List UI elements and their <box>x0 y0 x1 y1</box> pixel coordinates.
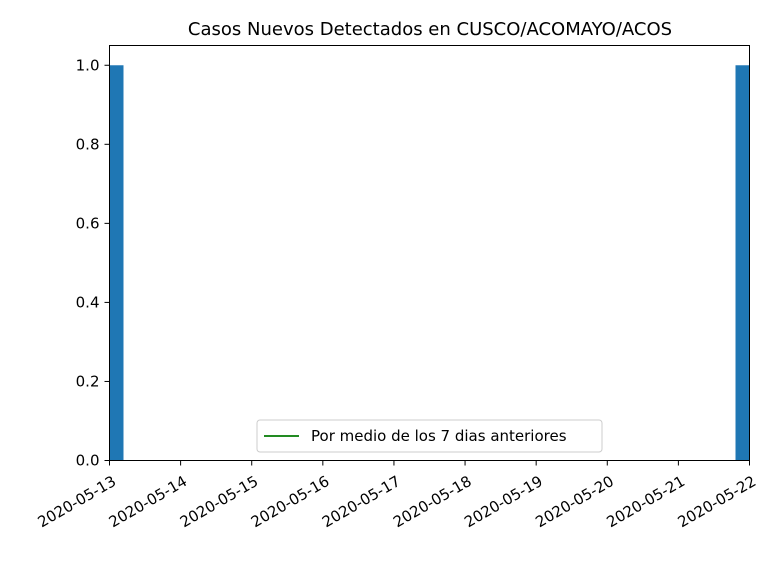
legend-label: Por medio de los 7 dias anteriores <box>311 427 567 445</box>
legend-box <box>256 419 603 453</box>
bars-layer <box>109 65 750 461</box>
y-tick-label: 0.4 <box>76 293 100 311</box>
bar-2020-05-22 <box>735 65 750 461</box>
y-tick-label: 0.8 <box>76 135 100 153</box>
chart-title: Casos Nuevos Detectados en CUSCO/ACOMAYO… <box>188 19 672 40</box>
legend: Por medio de los 7 dias anteriores <box>256 419 603 453</box>
y-tick-label: 0.2 <box>76 372 100 390</box>
y-axis: 0.0 0.2 0.4 0.6 0.8 1.0 <box>76 56 110 470</box>
y-tick-label: 0.0 <box>76 452 100 470</box>
y-tick-label: 1.0 <box>76 56 100 74</box>
plot-frame <box>109 45 750 461</box>
bar-2020-05-13 <box>109 65 124 461</box>
y-tick-label: 0.6 <box>76 214 100 232</box>
